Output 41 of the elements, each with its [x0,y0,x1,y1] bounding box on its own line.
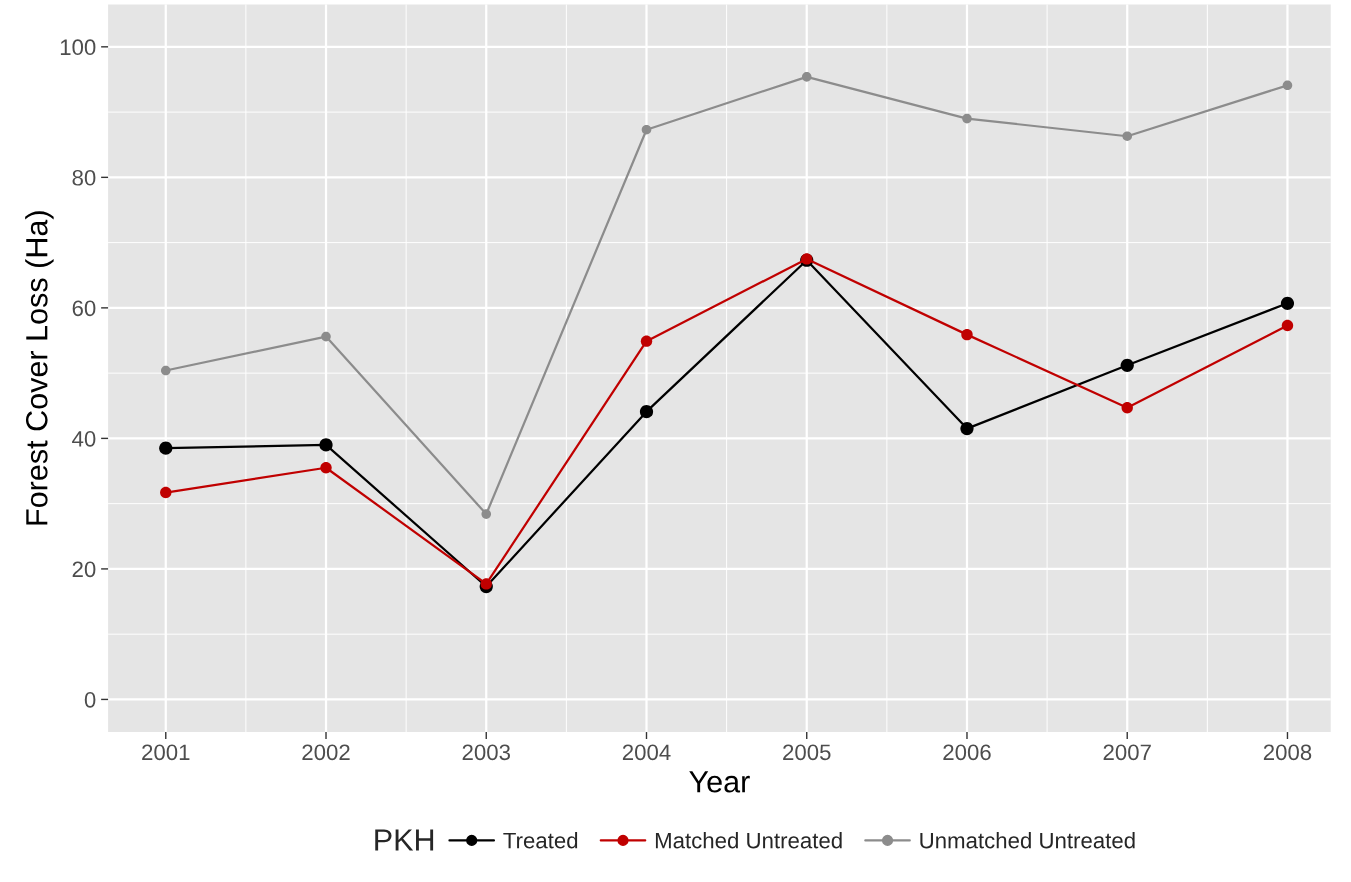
y-tick-label: 40 [72,430,96,447]
point [319,438,333,452]
point [640,335,653,347]
point [961,328,973,341]
x-tick-label: 2006 [943,744,991,761]
x-tick-label: 2008 [1263,744,1312,761]
x-tick-label: 2005 [783,744,831,761]
point [801,72,812,82]
point [1121,402,1133,414]
point [960,422,974,436]
x-tick-label: 2002 [302,744,350,761]
point [1122,131,1133,142]
y-tick-label: 20 [72,561,96,578]
x-axis-title: Year [689,771,750,793]
point [159,441,173,455]
y-tick-label: 80 [72,169,96,186]
x-tick-label: 2003 [462,744,510,761]
point [1120,358,1134,372]
point [641,124,652,135]
legend-label: Unmatched Untreated [920,832,1135,849]
point [321,331,331,342]
point [639,405,654,419]
legend-label: Matched Untreated [655,832,842,849]
y-tick-label: 0 [84,691,96,708]
y-axis-title: Forest Cover Loss (Ha) [25,211,54,525]
point [962,113,972,124]
point [160,486,172,499]
legend-title: PKH [375,829,434,851]
point [1282,80,1293,91]
point [160,365,171,376]
point [1281,319,1294,332]
point [320,462,332,474]
y-tick-label: 60 [72,300,96,317]
point [481,509,492,519]
x-tick-label: 2004 [622,744,671,761]
point [1280,296,1295,310]
x-tick-label: 2007 [1103,744,1151,761]
x-tick-label: 2001 [142,744,190,761]
point [480,578,492,590]
legend-label: Treated [503,832,578,849]
y-tick-label: 100 [60,39,96,56]
